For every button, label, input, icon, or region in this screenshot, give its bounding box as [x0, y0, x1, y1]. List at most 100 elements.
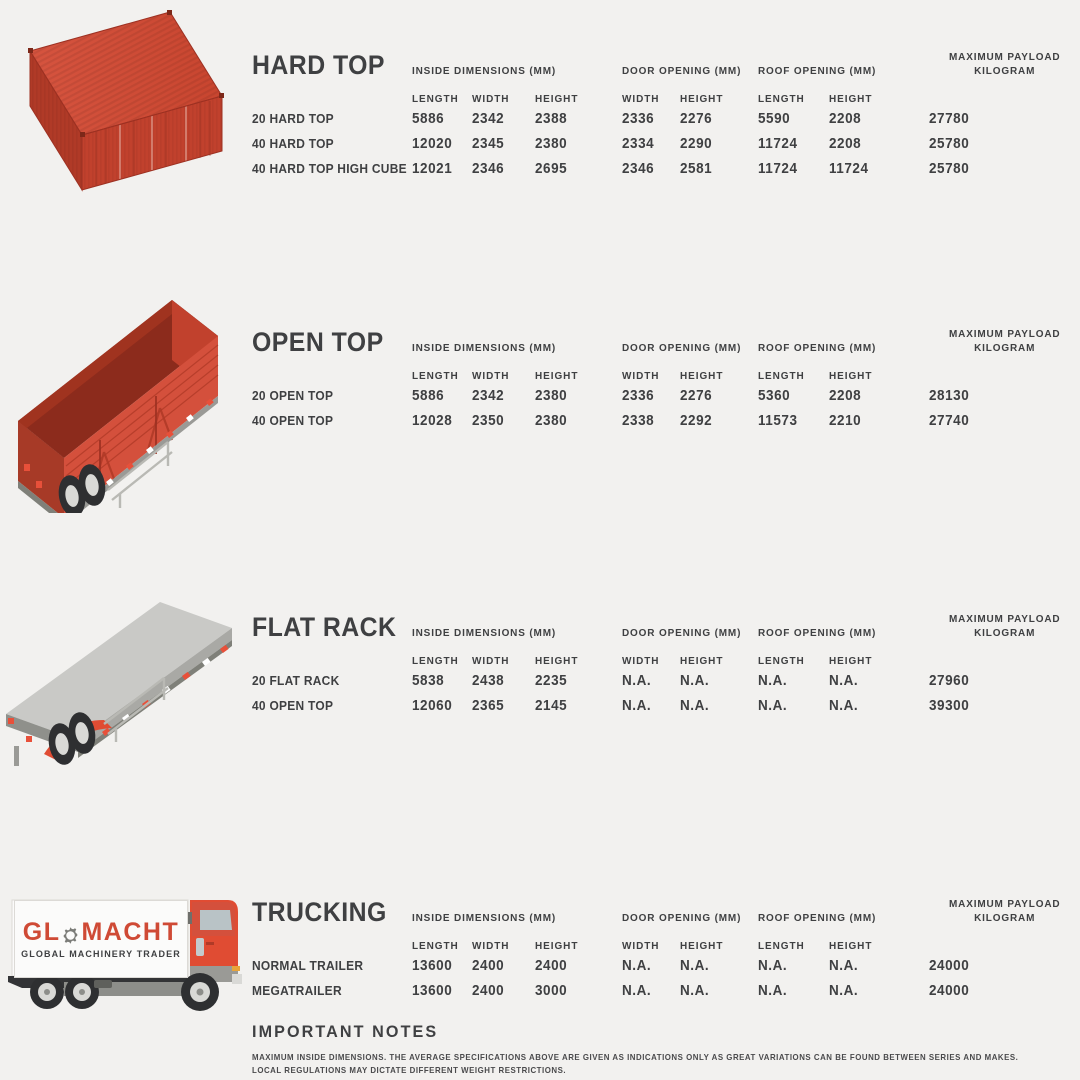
group-max-payload-unit: KILOGRAM	[973, 65, 1035, 77]
cell-inside-length: 12060	[411, 697, 453, 714]
group-max-payload: MAXIMUM PAYLOAD	[948, 51, 1061, 63]
cell-inside-width: 2400	[472, 957, 505, 974]
cell-payload: 25780	[928, 160, 969, 177]
row-label: MEGATRAILER	[252, 983, 342, 998]
cell-inside-width: 2350	[472, 412, 505, 429]
flat-rack-table-wrap: FLAT RACK INSIDE DIMENSIONS (MM) DOOR OP…	[252, 612, 1080, 718]
subheader-inside-length: LENGTH	[411, 940, 459, 952]
cell-roof-height: N.A.	[829, 697, 859, 714]
cell-payload: 25780	[928, 135, 969, 152]
cell-door-width: 2336	[621, 110, 654, 127]
subheader-roof-height: HEIGHT	[829, 655, 873, 667]
cell-door-width: 2336	[621, 387, 654, 404]
subheader-roof-height: HEIGHT	[829, 370, 873, 382]
subheader-door-width: WIDTH	[621, 940, 660, 952]
notes-line-2: LOCAL REGULATIONS MAY DICTATE DIFFERENT …	[252, 1066, 567, 1075]
cell-roof-height: N.A.	[829, 957, 859, 974]
subheader-roof-height: HEIGHT	[829, 940, 873, 952]
cell-inside-width: 2365	[472, 697, 505, 714]
logo-text-part2: MACHT	[81, 918, 180, 946]
table-row: 20 HARD TOP 5886 2342 2388 2336 2276 559…	[252, 106, 1080, 131]
subheader-roof-length: LENGTH	[757, 93, 805, 105]
cell-roof-length: 5360	[757, 387, 791, 404]
group-max-payload: MAXIMUM PAYLOAD	[948, 328, 1061, 340]
cell-payload: 27780	[928, 110, 969, 127]
cell-roof-length: 5590	[757, 110, 791, 127]
cell-payload: 27960	[928, 672, 969, 689]
cell-door-height: 2292	[679, 412, 713, 429]
iso-shipping-container-icon	[28, 10, 224, 192]
row-label: 40 OPEN TOP	[252, 413, 334, 428]
notes-line-1: MAXIMUM INSIDE DIMENSIONS. THE AVERAGE S…	[252, 1053, 1019, 1062]
cell-inside-length: 12020	[411, 135, 453, 152]
table-row: 40 HARD TOP HIGH CUBE 12021 2346 2695 23…	[252, 156, 1080, 181]
subheader-roof-length: LENGTH	[757, 655, 805, 667]
subheader-door-width: WIDTH	[621, 93, 660, 105]
group-max-payload-unit: KILOGRAM	[973, 627, 1035, 639]
cell-roof-height: 11724	[829, 160, 869, 177]
cell-inside-height: 2235	[535, 672, 568, 689]
iso-open-top-trailer-icon	[18, 300, 219, 525]
row-label: NORMAL TRAILER	[252, 958, 364, 973]
subheader-inside-length: LENGTH	[411, 370, 459, 382]
row-label: 20 HARD TOP	[252, 111, 334, 126]
iso-flat-rack-trailer-icon	[6, 602, 232, 766]
cell-roof-length: 11724	[757, 135, 798, 152]
cell-payload: 27740	[928, 412, 969, 429]
cell-roof-height: 2210	[829, 412, 862, 429]
group-inside-dimensions: INSIDE DIMENSIONS (MM)	[411, 627, 557, 639]
group-header-row: OPEN TOP INSIDE DIMENSIONS (MM) DOOR OPE…	[252, 327, 1080, 357]
row-label: 40 HARD TOP	[252, 136, 334, 151]
group-roof-opening: ROOF OPENING (MM)	[757, 342, 876, 354]
cell-door-height: 2581	[679, 160, 713, 177]
cell-door-height: N.A.	[679, 982, 710, 999]
cell-inside-height: 2380	[535, 135, 568, 152]
open-top-table-wrap: OPEN TOP INSIDE DIMENSIONS (MM) DOOR OPE…	[252, 327, 1080, 433]
cell-inside-height: 2145	[535, 697, 568, 714]
group-header-row: HARD TOP INSIDE DIMENSIONS (MM) DOOR OPE…	[252, 50, 1080, 80]
cell-inside-width: 2342	[472, 387, 505, 404]
section-title: OPEN TOP	[252, 327, 384, 357]
cell-inside-height: 2400	[535, 957, 568, 974]
group-inside-dimensions: INSIDE DIMENSIONS (MM)	[411, 65, 557, 77]
cell-roof-height: 2208	[829, 387, 862, 404]
cell-door-height: 2276	[679, 110, 713, 127]
cell-inside-length: 5886	[411, 387, 445, 404]
subheader-door-height: HEIGHT	[679, 940, 724, 952]
subheader-inside-length: LENGTH	[411, 655, 459, 667]
sub-header-row: LENGTH WIDTH HEIGHT WIDTH HEIGHT LENGTH …	[252, 640, 1080, 668]
cell-roof-length: N.A.	[757, 697, 787, 714]
row-label: 40 OPEN TOP	[252, 698, 334, 713]
cell-roof-height: N.A.	[829, 982, 859, 999]
row-label: 40 HARD TOP HIGH CUBE	[252, 161, 407, 176]
group-header-row: FLAT RACK INSIDE DIMENSIONS (MM) DOOR OP…	[252, 612, 1080, 642]
group-max-payload-unit: KILOGRAM	[973, 342, 1035, 354]
logo-tagline: GLOBAL MACHINERY TRADER	[21, 949, 181, 959]
cell-door-height: N.A.	[679, 697, 710, 714]
sub-header-row: LENGTH WIDTH HEIGHT WIDTH HEIGHT LENGTH …	[252, 78, 1080, 106]
table-row: 40 OPEN TOP 12028 2350 2380 2338 2292 11…	[252, 408, 1080, 433]
section-title: FLAT RACK	[252, 612, 397, 642]
section-title: HARD TOP	[252, 50, 385, 80]
cell-door-height: N.A.	[679, 957, 710, 974]
cell-inside-height: 2380	[535, 412, 568, 429]
cell-door-height: 2276	[679, 387, 713, 404]
group-inside-dimensions: INSIDE DIMENSIONS (MM)	[411, 342, 557, 354]
subheader-door-width: WIDTH	[621, 655, 660, 667]
cell-inside-length: 5886	[411, 110, 445, 127]
gear-icon	[61, 924, 80, 944]
subheader-inside-height: HEIGHT	[535, 940, 579, 952]
subheader-inside-height: HEIGHT	[535, 655, 579, 667]
cell-roof-length: N.A.	[757, 957, 787, 974]
hard-top-spec-table: HARD TOP INSIDE DIMENSIONS (MM) DOOR OPE…	[252, 50, 1080, 181]
cell-roof-height: 2208	[829, 135, 862, 152]
table-row: 40 HARD TOP 12020 2345 2380 2334 2290 11…	[252, 131, 1080, 156]
flat-rack-trailer-illustration	[0, 596, 250, 781]
table-row: NORMAL TRAILER 13600 2400 2400 N.A. N.A.…	[252, 953, 1080, 978]
glomacht-logo: GL MACHT GLOBAL MACHINERY TRADER	[14, 900, 188, 978]
row-label: 20 FLAT RACK	[252, 673, 340, 688]
cell-door-height: 2290	[679, 135, 713, 152]
cell-inside-width: 2400	[472, 982, 505, 999]
cell-roof-height: 2208	[829, 110, 862, 127]
subheader-door-width: WIDTH	[621, 370, 660, 382]
